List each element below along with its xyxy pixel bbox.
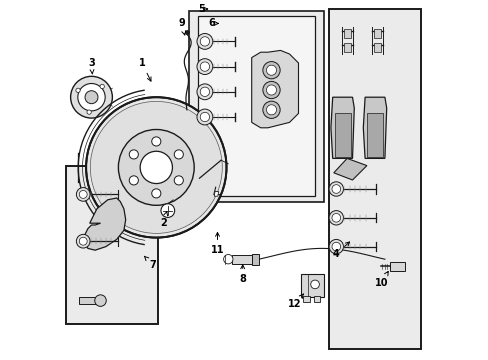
Text: 11: 11 — [210, 233, 224, 255]
Text: 5: 5 — [198, 4, 207, 14]
Circle shape — [328, 211, 343, 225]
Bar — [373, 43, 381, 52]
Circle shape — [151, 137, 161, 146]
Bar — [197, 16, 314, 196]
Polygon shape — [231, 255, 251, 264]
Circle shape — [100, 84, 104, 89]
Bar — [303, 296, 309, 302]
Polygon shape — [389, 262, 404, 271]
Text: 9: 9 — [178, 18, 185, 35]
Bar — [328, 9, 420, 349]
Circle shape — [223, 255, 232, 264]
Circle shape — [151, 189, 161, 198]
Circle shape — [76, 234, 90, 248]
Circle shape — [266, 65, 276, 75]
Polygon shape — [333, 158, 366, 180]
Text: 2: 2 — [160, 212, 167, 228]
Text: 1: 1 — [138, 58, 151, 81]
Circle shape — [76, 188, 90, 201]
Circle shape — [331, 213, 340, 222]
Bar — [313, 296, 320, 302]
Polygon shape — [251, 50, 298, 128]
Circle shape — [79, 190, 87, 198]
Circle shape — [85, 91, 98, 104]
Bar — [188, 11, 323, 202]
Text: 10: 10 — [374, 271, 387, 288]
Text: 4: 4 — [332, 242, 349, 259]
Bar — [301, 274, 323, 297]
Bar — [373, 29, 381, 38]
Bar — [343, 43, 350, 52]
Circle shape — [266, 85, 276, 95]
Circle shape — [331, 185, 340, 193]
Polygon shape — [214, 192, 218, 196]
Circle shape — [129, 176, 138, 185]
Circle shape — [79, 237, 87, 245]
Text: 6: 6 — [208, 18, 218, 28]
Circle shape — [200, 62, 209, 71]
Circle shape — [266, 105, 276, 115]
Polygon shape — [84, 198, 125, 250]
Circle shape — [197, 84, 212, 100]
Text: 12: 12 — [287, 294, 303, 309]
Circle shape — [263, 101, 280, 118]
Circle shape — [129, 150, 138, 159]
Circle shape — [197, 59, 212, 75]
Circle shape — [87, 110, 91, 114]
Circle shape — [200, 37, 209, 46]
Bar — [66, 166, 158, 324]
Circle shape — [76, 88, 80, 93]
Circle shape — [197, 33, 212, 49]
Bar — [343, 29, 350, 38]
Polygon shape — [363, 97, 386, 158]
Text: 3: 3 — [88, 58, 95, 74]
Circle shape — [197, 109, 212, 125]
Polygon shape — [79, 297, 101, 304]
Polygon shape — [251, 254, 258, 265]
Circle shape — [118, 130, 194, 205]
Circle shape — [263, 62, 280, 79]
Circle shape — [328, 239, 343, 254]
Circle shape — [328, 182, 343, 196]
Circle shape — [263, 81, 280, 99]
Circle shape — [161, 204, 174, 217]
Circle shape — [174, 150, 183, 159]
Circle shape — [200, 112, 209, 122]
Text: 7: 7 — [144, 256, 156, 270]
Circle shape — [310, 280, 319, 289]
Circle shape — [200, 87, 209, 96]
Circle shape — [86, 97, 226, 238]
Text: 8: 8 — [239, 265, 245, 284]
Circle shape — [78, 84, 105, 111]
Circle shape — [140, 151, 172, 184]
Polygon shape — [366, 113, 382, 157]
Circle shape — [90, 102, 222, 233]
Polygon shape — [330, 97, 354, 158]
Circle shape — [70, 76, 112, 118]
Circle shape — [331, 242, 340, 251]
Polygon shape — [334, 113, 350, 157]
Circle shape — [95, 295, 106, 306]
Circle shape — [174, 176, 183, 185]
